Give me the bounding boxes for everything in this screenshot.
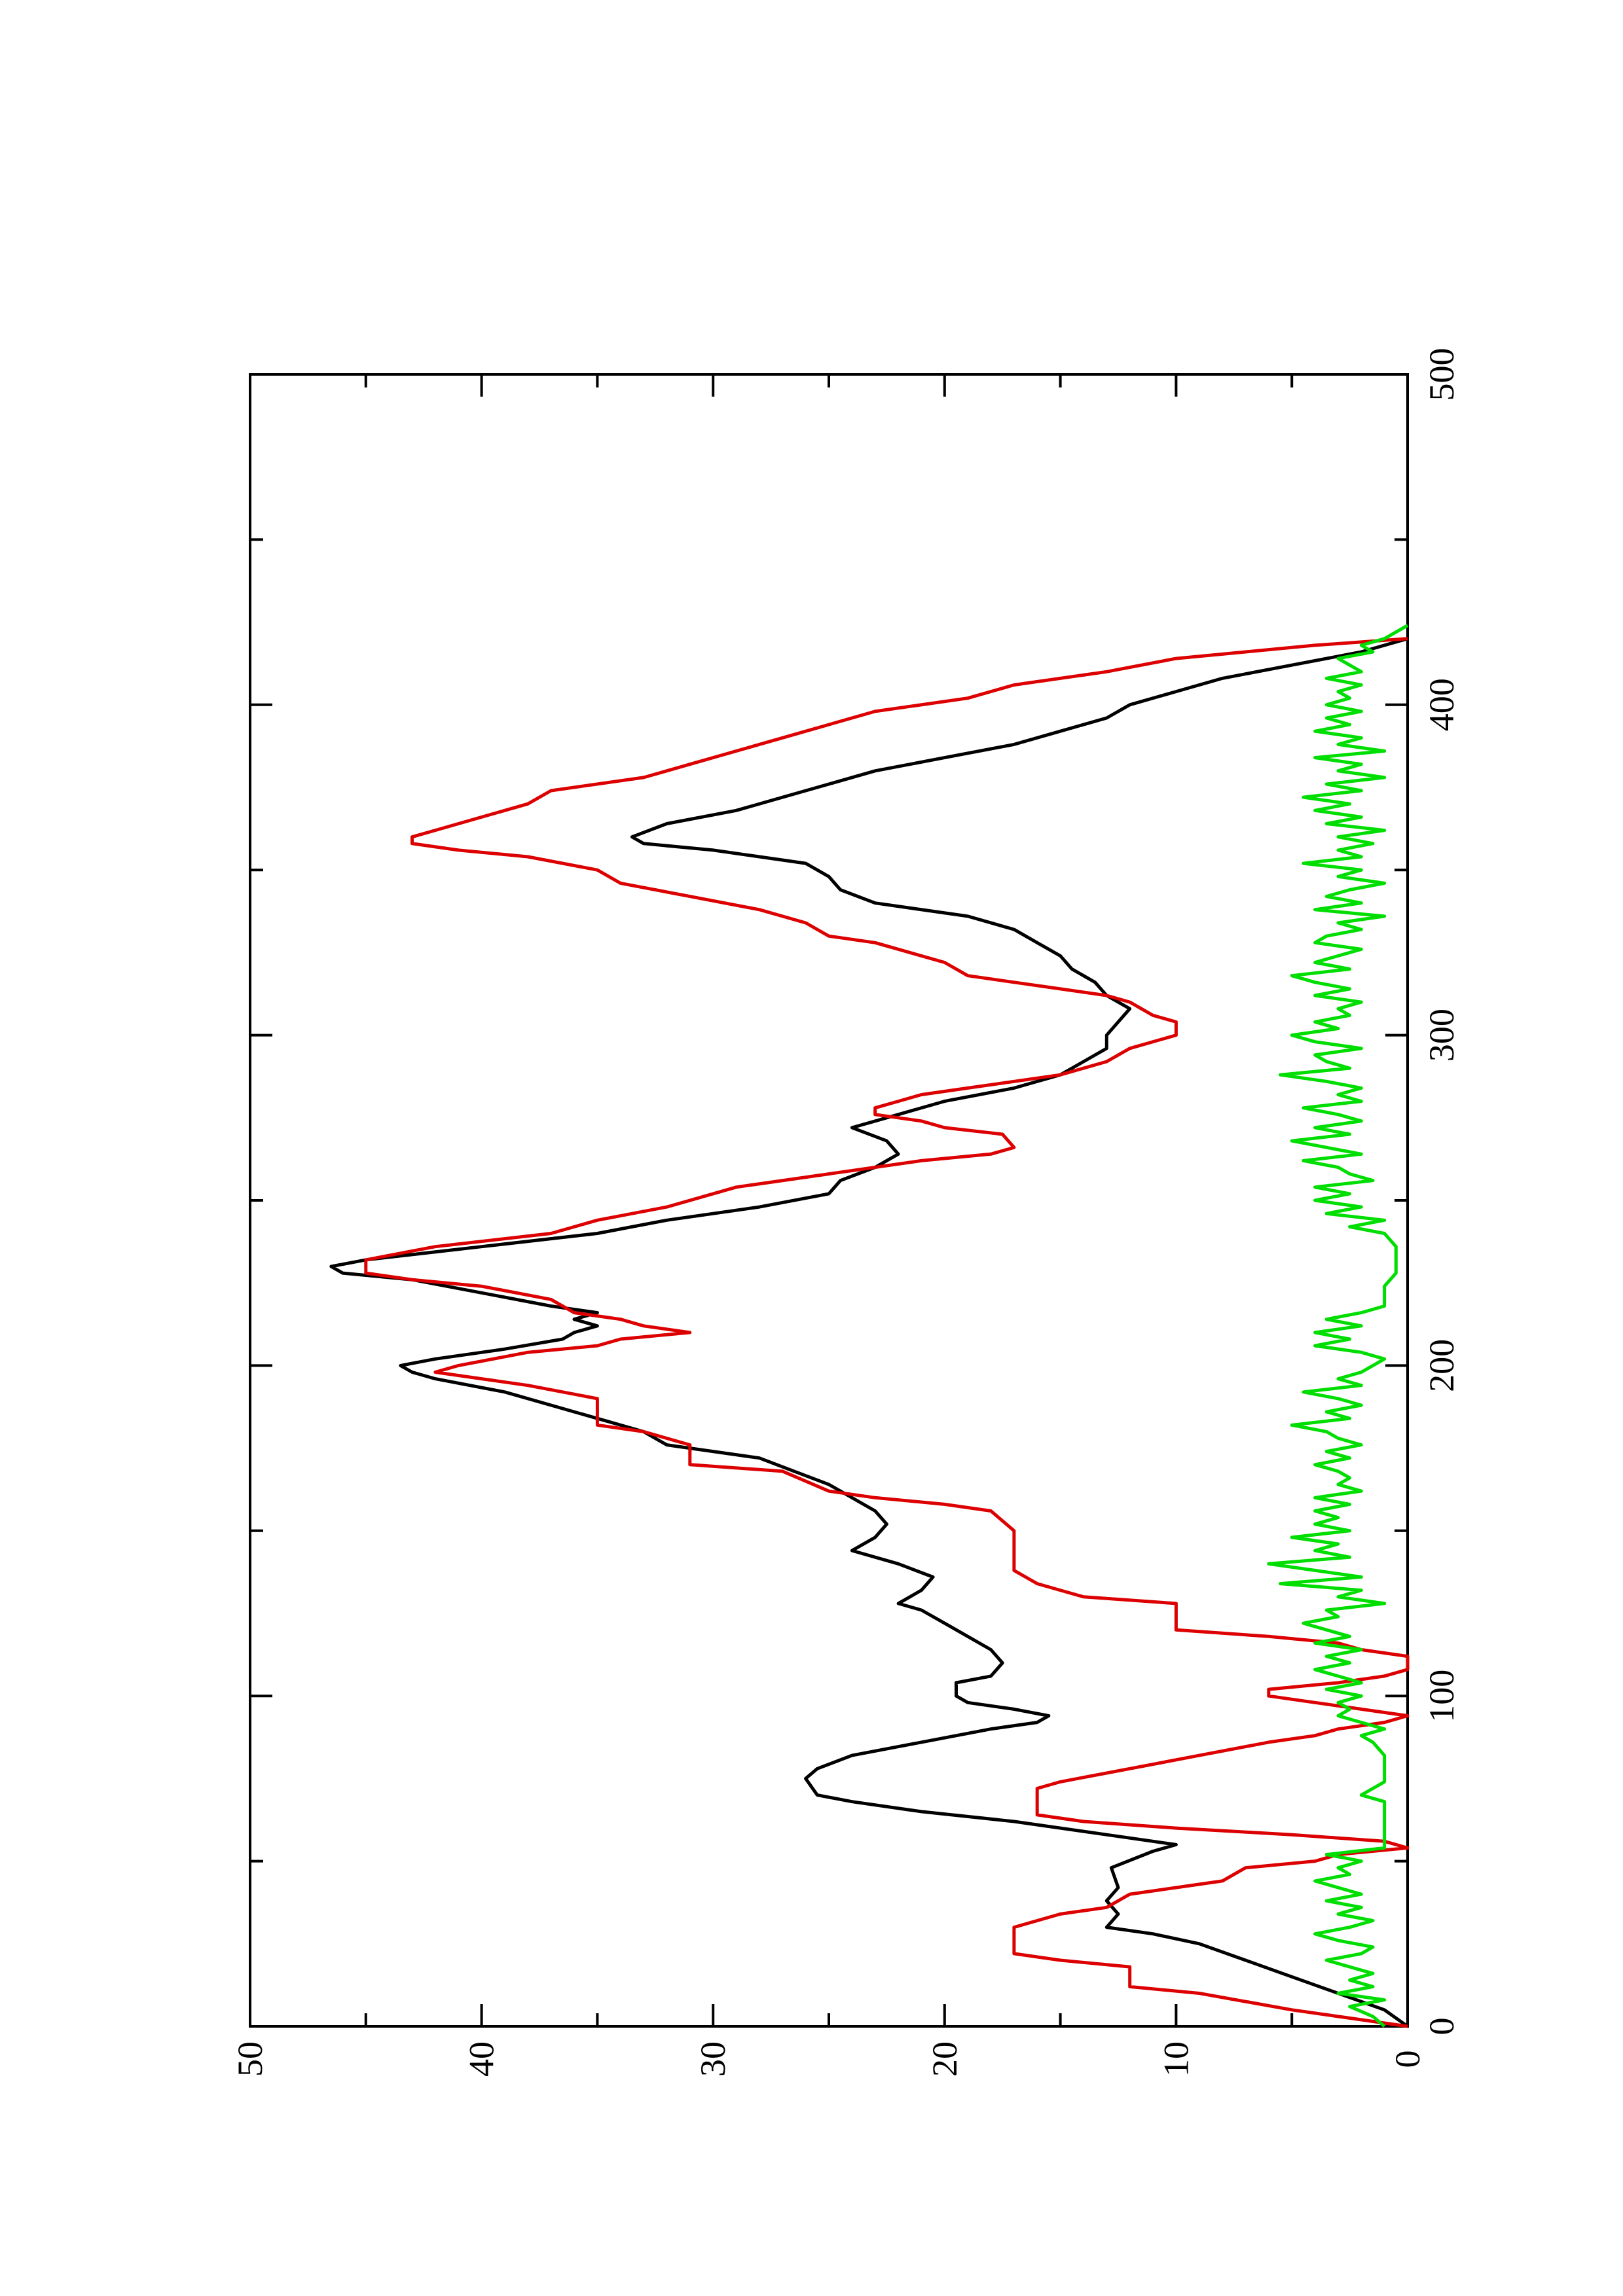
x-tick-label: 100 <box>1422 1670 1461 1723</box>
tick-marks <box>249 373 1409 2028</box>
y-tick-label: 10 <box>1156 2041 1195 2077</box>
y-tick-labels: 0 10 20 30 40 50 <box>230 2041 1427 2077</box>
y-tick-label: 50 <box>230 2041 270 2077</box>
series-line-3 <box>1267 624 1409 2028</box>
plot-frame <box>249 373 1409 2028</box>
x-tick-label: 200 <box>1422 1339 1461 1392</box>
x-tick-label: 0 <box>1422 2018 1461 2036</box>
y-tick-label: 20 <box>925 2041 964 2077</box>
series-line-2 <box>364 637 1410 2028</box>
series-layer <box>329 624 1410 2028</box>
x-tick-labels: 0 100 200 300 400 500 <box>1422 348 1461 2036</box>
series-line-1 <box>329 637 1409 2028</box>
y-tick-label: 0 <box>1388 2051 1427 2068</box>
y-tick-label: 40 <box>462 2041 501 2077</box>
x-tick-label: 500 <box>1422 348 1461 401</box>
x-tick-label: 300 <box>1422 1009 1461 1062</box>
y-tick-label: 30 <box>693 2041 733 2077</box>
x-tick-label: 400 <box>1422 678 1461 731</box>
